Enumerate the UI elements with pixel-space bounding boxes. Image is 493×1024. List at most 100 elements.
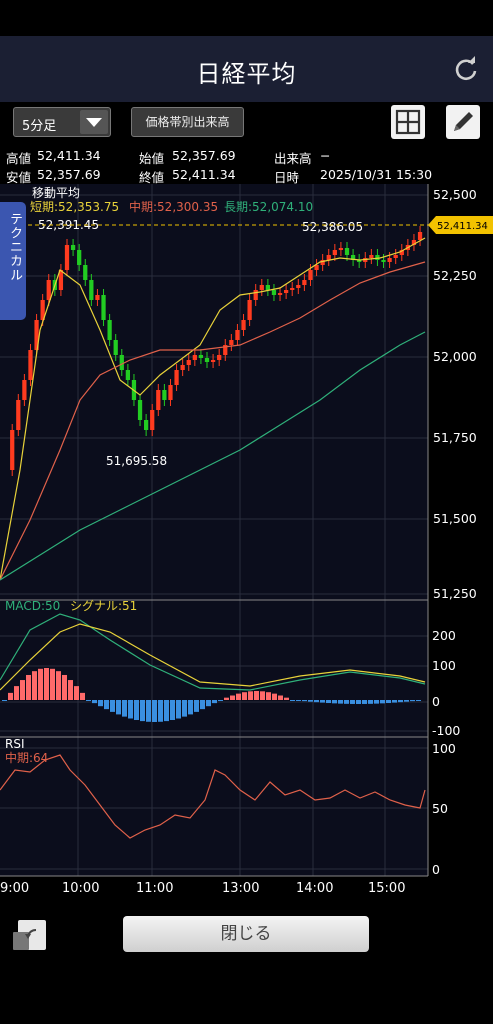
macd-histogram-bar [416,700,421,701]
macd-histogram-bar [140,700,145,722]
y-tick-51750: 51,750 [433,430,477,445]
macd-histogram-bar [224,697,229,700]
macd-histogram-bar [248,691,253,700]
grid-icon [395,109,421,135]
short-ma-label: 短期:52,353.75 [30,200,119,214]
macd-histogram-bar [134,700,139,721]
candle-body [387,258,392,262]
candle-body [113,340,118,355]
candle-body [350,255,356,260]
macd-histogram-bar [212,700,217,704]
candle-body [174,370,179,385]
macd-histogram-bar [110,700,115,712]
candle-body [34,320,39,350]
candle-body [399,250,404,255]
macd-y-100: 100 [432,658,456,673]
candle-body [70,245,76,250]
low-label: 安値 [6,170,32,185]
macd-histogram-bar [62,674,67,700]
draw-button[interactable] [446,105,480,139]
candle-body [144,420,149,430]
refresh-icon[interactable] [453,56,479,82]
low-value: 52,357.69 [37,167,101,182]
macd-histogram-bar [38,668,43,700]
candle-body [168,385,173,400]
macd-histogram-bar [194,700,199,712]
chevron-down-icon [80,110,108,134]
macd-histogram-bar [32,671,37,700]
price-info: 高値 52,411.34 始値 52,357.69 出来高 − 安値 52,35… [0,144,493,185]
macd-histogram-bar [44,668,49,700]
macd-histogram-bar [332,700,337,704]
chart-toolbar: 5分足 価格帯別出来高 [0,102,493,144]
volume-by-price-button[interactable]: 価格帯別出来高 [131,107,244,137]
high-label: 高値 [6,151,32,166]
grid-layout-button[interactable] [391,105,425,139]
technical-tab[interactable]: テクニカル [0,202,26,320]
macd-histogram-bar [404,700,409,702]
macd-histogram-bar [170,700,175,721]
macd-histogram-bar [56,671,61,700]
candle-body [290,288,295,290]
candle-body [58,270,64,290]
candle-body [180,365,185,370]
macd-histogram-bar [302,700,307,702]
macd-histogram-bar [362,700,367,704]
macd-histogram-bar [344,700,349,704]
rsi-y-0: 0 [432,862,440,877]
macd-histogram-bar [128,700,133,719]
macd-histogram-bar [86,700,91,701]
candle-body [150,410,155,430]
y-tick-51250: 51,250 [433,586,477,601]
candle-body [22,380,27,400]
macd-histogram-bar [254,691,259,700]
macd-histogram-bar [326,700,331,704]
macd-histogram-bar [314,700,319,703]
candle-body [247,300,252,320]
candle-body [89,280,94,300]
candle-body [369,255,374,258]
candle-body [271,290,277,295]
x-tick-1400: 14:00 [296,881,333,896]
macd-histogram-bar [20,680,25,700]
candle-body [357,260,362,262]
interval-label: 5分足 [22,119,57,134]
interval-select[interactable]: 5分足 [13,107,111,137]
candle-body [265,285,270,290]
macd-y-200: 200 [432,628,456,643]
candle-body [241,320,246,330]
high-marker-2: 52,386.05 [302,220,363,234]
candle-body [253,290,258,300]
chart-area[interactable]: 移動平均 短期:52,353.75 中期:52,300.35 長期:52,074… [0,184,493,900]
app-header: 日経平均 [0,36,493,102]
macd-histogram-bar [218,700,223,701]
open-label: 始値 [139,151,165,166]
x-tick-1500: 15:00 [368,881,405,896]
candle-body [186,360,191,365]
mid-ma-label: 中期:52,300.35 [129,199,218,214]
macd-histogram-bar [122,700,127,717]
macd-histogram-bar [356,700,361,704]
candle-body [235,330,240,340]
x-tick-0900: 9:00 [0,881,29,896]
macd-histogram-bar [296,700,301,701]
macd-histogram-bar [74,686,79,700]
candle-body [156,390,161,410]
signal-label: シグナル:51 [70,599,137,613]
close-button[interactable]: 閉じる [123,916,369,952]
ma-title: 移動平均 [32,186,80,200]
x-tick-1000: 10:00 [62,881,99,896]
macd-histogram-bar [236,693,241,700]
macd-histogram-bar [14,686,19,700]
macd-histogram-bar [80,692,85,700]
candle-body [198,355,204,358]
macd-histogram-bar [320,700,325,703]
datetime-value: 2025/10/31 15:30 [320,167,433,182]
macd-histogram-bar [272,693,277,700]
macd-histogram-bar [368,700,373,704]
candle-body [28,350,33,380]
long-ma-line [0,331,426,581]
short-ma-line [0,237,426,581]
rotate-screen-icon[interactable] [10,918,48,952]
x-tick-1100: 11:00 [136,881,173,896]
